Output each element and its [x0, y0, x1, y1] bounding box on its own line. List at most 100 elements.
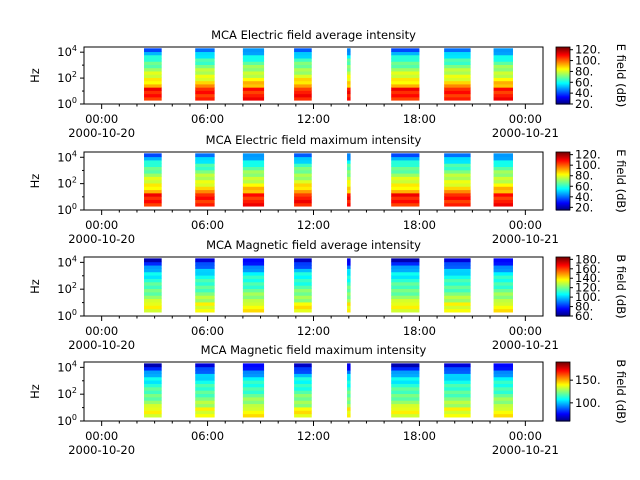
- colorbar-swatch: [556, 187, 570, 190]
- colorbar-swatch: [556, 67, 570, 70]
- colorbar-swatch: [556, 264, 570, 267]
- spectrogram-cell: [493, 153, 513, 158]
- colorbar-swatch: [556, 293, 570, 295]
- spectrogram-cell: [144, 261, 162, 266]
- spectrogram-cell: [391, 383, 420, 388]
- x-date-label: 2000-10-20: [68, 443, 135, 457]
- colorbar-swatch: [556, 177, 570, 179]
- spectrogram-cell: [242, 61, 265, 65]
- spectrogram-cell: [242, 186, 265, 191]
- spectrogram-cell: [391, 278, 420, 283]
- colorbar-swatch: [556, 409, 570, 411]
- spectrogram-cell: [347, 166, 351, 171]
- spectrogram-cell: [391, 393, 420, 398]
- spectrogram-cell: [391, 366, 420, 371]
- colorbar-swatch: [556, 191, 570, 194]
- spectrogram-cell: [493, 199, 513, 204]
- spectrogram-cell: [195, 64, 215, 69]
- colorbar-swatch: [556, 380, 570, 383]
- spectrogram-cell: [144, 192, 162, 197]
- spectrogram-cell: [144, 410, 162, 415]
- spectrogram-cell: [493, 271, 513, 276]
- colorbar-swatch: [556, 101, 570, 103]
- spectrogram-cell: [347, 61, 351, 65]
- spectrogram-cell: [347, 83, 351, 88]
- spectrogram-cell: [294, 159, 312, 164]
- spectrogram-cell: [144, 87, 162, 91]
- spectrogram-cell: [242, 176, 265, 181]
- spectrogram-cell: [444, 268, 471, 273]
- spectrogram-cell: [347, 373, 351, 378]
- spectrogram-cell: [391, 268, 420, 273]
- spectrogram-cell: [294, 169, 312, 174]
- colorbar-swatch: [556, 64, 570, 66]
- spectrogram-cell: [242, 366, 265, 371]
- spectrogram-cell: [144, 96, 162, 101]
- spectrogram-cell: [144, 153, 162, 158]
- spectrogram-cell: [347, 410, 351, 415]
- spectrogram-cell: [294, 380, 312, 384]
- x-tick-label: 12:00: [297, 112, 330, 126]
- spectrogram-cell: [391, 96, 420, 101]
- spectrogram-cell: [347, 380, 351, 384]
- spectrogram-cell: [294, 376, 312, 381]
- colorbar-swatch: [556, 54, 570, 57]
- spectrogram-cell: [144, 186, 162, 191]
- spectrogram-cell: [444, 77, 471, 82]
- spectrogram-cell: [294, 285, 312, 290]
- spectrogram-cell: [391, 281, 420, 286]
- spectrogram-cell: [242, 376, 265, 381]
- spectrogram-cell: [294, 54, 312, 59]
- spectrogram-cell: [493, 93, 513, 98]
- spectrogram-cell: [347, 366, 351, 371]
- colorbar-swatch: [556, 70, 570, 73]
- spectrogram-cell: [144, 383, 162, 388]
- spectrogram-cell: [294, 153, 312, 158]
- y-tick-label: 100: [57, 202, 77, 217]
- spectrogram-cell: [444, 173, 471, 177]
- spectrogram-cell: [391, 67, 420, 72]
- spectrogram-cell: [294, 413, 312, 418]
- colorbar-swatch: [556, 208, 570, 210]
- spectrogram-cell: [444, 386, 471, 391]
- spectrogram-cell: [391, 413, 420, 418]
- colorbar-swatch: [556, 88, 570, 91]
- spectrogram-cell: [144, 275, 162, 279]
- colorbar-swatch: [556, 400, 570, 402]
- colorbar-swatch: [556, 204, 570, 206]
- colorbar-swatch: [556, 276, 570, 279]
- spectrogram-cell: [242, 301, 265, 306]
- colorbar-swatch: [556, 403, 570, 405]
- spectrogram-cell: [242, 179, 265, 184]
- colorbar-swatch: [556, 93, 570, 96]
- spectrogram-cell: [195, 67, 215, 72]
- colorbar-swatch: [556, 412, 570, 414]
- x-tick-label: 18:00: [403, 112, 436, 126]
- colorbar-swatch: [556, 47, 570, 50]
- spectrogram-cell: [493, 70, 513, 75]
- colorbar-swatch: [556, 189, 570, 192]
- colorbar-swatch: [556, 388, 570, 391]
- x-tick-label: 12:00: [297, 429, 330, 443]
- spectrogram-cell: [294, 199, 312, 204]
- y-tick-label: 100: [57, 96, 77, 111]
- colorbar-swatch: [556, 160, 570, 163]
- spectrogram-cell: [144, 61, 162, 65]
- colorbar-swatch: [556, 162, 570, 165]
- spectrogram-cell: [347, 169, 351, 174]
- spectrogram-cell: [144, 396, 162, 401]
- spectrogram-cell: [195, 308, 215, 313]
- spectrogram-cell: [294, 173, 312, 177]
- spectrogram-cell: [294, 278, 312, 283]
- spectrogram-cell: [493, 159, 513, 164]
- spectrogram-cell: [144, 285, 162, 290]
- spectrogram-cell: [144, 265, 162, 269]
- colorbar-swatch: [556, 277, 570, 280]
- x-tick-label: 06:00: [191, 324, 224, 338]
- spectrogram-cell: [347, 202, 351, 207]
- colorbar-swatch: [556, 362, 570, 365]
- spectrogram-cell: [294, 166, 312, 171]
- spectrogram-cell: [242, 390, 265, 395]
- spectrogram-cell: [242, 67, 265, 72]
- spectrogram-cell: [242, 54, 265, 59]
